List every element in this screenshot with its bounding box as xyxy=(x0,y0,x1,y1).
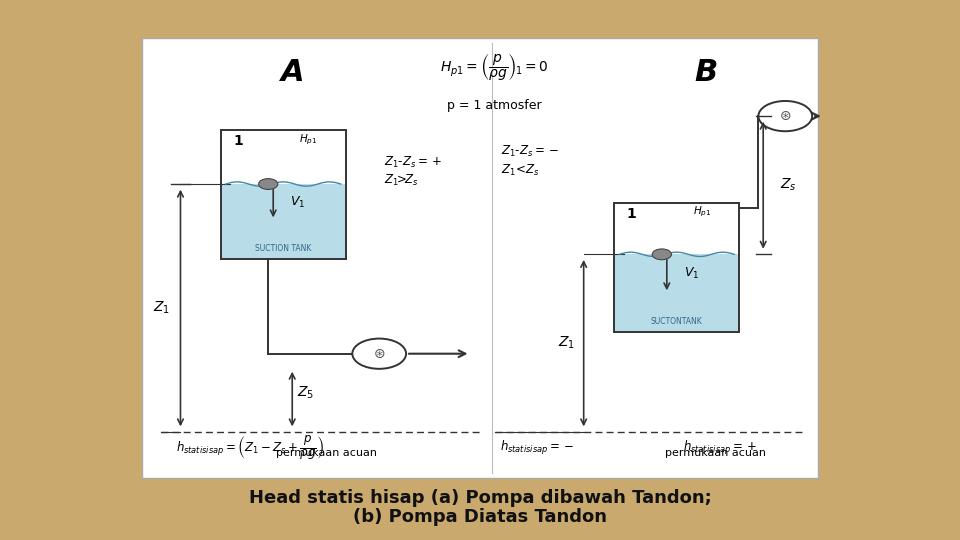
Bar xyxy=(221,184,346,259)
Circle shape xyxy=(758,101,812,131)
Text: 1: 1 xyxy=(233,134,243,149)
Text: $h_{statisisap} = \left(Z_1 - Z_s + \dfrac{p}{\rho g}\right)$: $h_{statisisap} = \left(Z_1 - Z_s + \dfr… xyxy=(176,434,324,462)
Text: $Z_1$: $Z_1$ xyxy=(558,335,575,352)
Text: Head statis hisap (a) Pompa dibawah Tandon;: Head statis hisap (a) Pompa dibawah Tand… xyxy=(249,489,711,508)
Text: $Z_1\text{-}Z_s = +$: $Z_1\text{-}Z_s = +$ xyxy=(384,154,443,170)
Text: $Z_1$: $Z_1$ xyxy=(153,300,170,316)
Text: SUCTONTANK: SUCTONTANK xyxy=(651,317,703,326)
Circle shape xyxy=(652,249,671,260)
Text: ⊛: ⊛ xyxy=(373,347,385,361)
Text: $h_{statisisap} = -$: $h_{statisisap} = -$ xyxy=(500,439,575,457)
Text: $H_{p1} = \left(\dfrac{p}{\rho g}\right)_{\!1} = 0$: $H_{p1} = \left(\dfrac{p}{\rho g}\right)… xyxy=(441,52,548,83)
Bar xyxy=(614,202,739,332)
Text: B: B xyxy=(694,58,717,87)
Text: A: A xyxy=(281,58,304,87)
Text: $V_1$: $V_1$ xyxy=(684,266,700,281)
Circle shape xyxy=(258,179,277,190)
Text: $Z_1\!\!>\!\!Z_s$: $Z_1\!\!>\!\!Z_s$ xyxy=(384,173,419,188)
Text: $H_{p1}$: $H_{p1}$ xyxy=(299,132,318,146)
Text: permukaan acuan: permukaan acuan xyxy=(276,448,377,457)
Text: $Z_s$: $Z_s$ xyxy=(780,177,797,193)
Text: $V_1$: $V_1$ xyxy=(291,194,306,210)
Text: $Z_1\!<\!Z_s$: $Z_1\!<\!Z_s$ xyxy=(501,163,540,178)
Text: (b) Pompa Diatas Tandon: (b) Pompa Diatas Tandon xyxy=(353,508,607,526)
Bar xyxy=(614,254,739,332)
Text: ⊛: ⊛ xyxy=(780,109,791,123)
Text: permukaan acuan: permukaan acuan xyxy=(664,448,766,457)
Text: p = 1 atmosfer: p = 1 atmosfer xyxy=(447,99,541,112)
Bar xyxy=(142,38,818,478)
Text: 1: 1 xyxy=(627,207,636,221)
Bar xyxy=(221,130,346,259)
Circle shape xyxy=(352,339,406,369)
Text: $Z_5$: $Z_5$ xyxy=(297,384,314,401)
Text: SUCTION TANK: SUCTION TANK xyxy=(255,244,311,253)
Text: $H_{p1}$: $H_{p1}$ xyxy=(692,205,711,219)
Text: $h_{statisisap} = +$: $h_{statisisap} = +$ xyxy=(683,439,757,457)
Text: $Z_1\text{-}Z_s = -$: $Z_1\text{-}Z_s = -$ xyxy=(501,144,560,159)
